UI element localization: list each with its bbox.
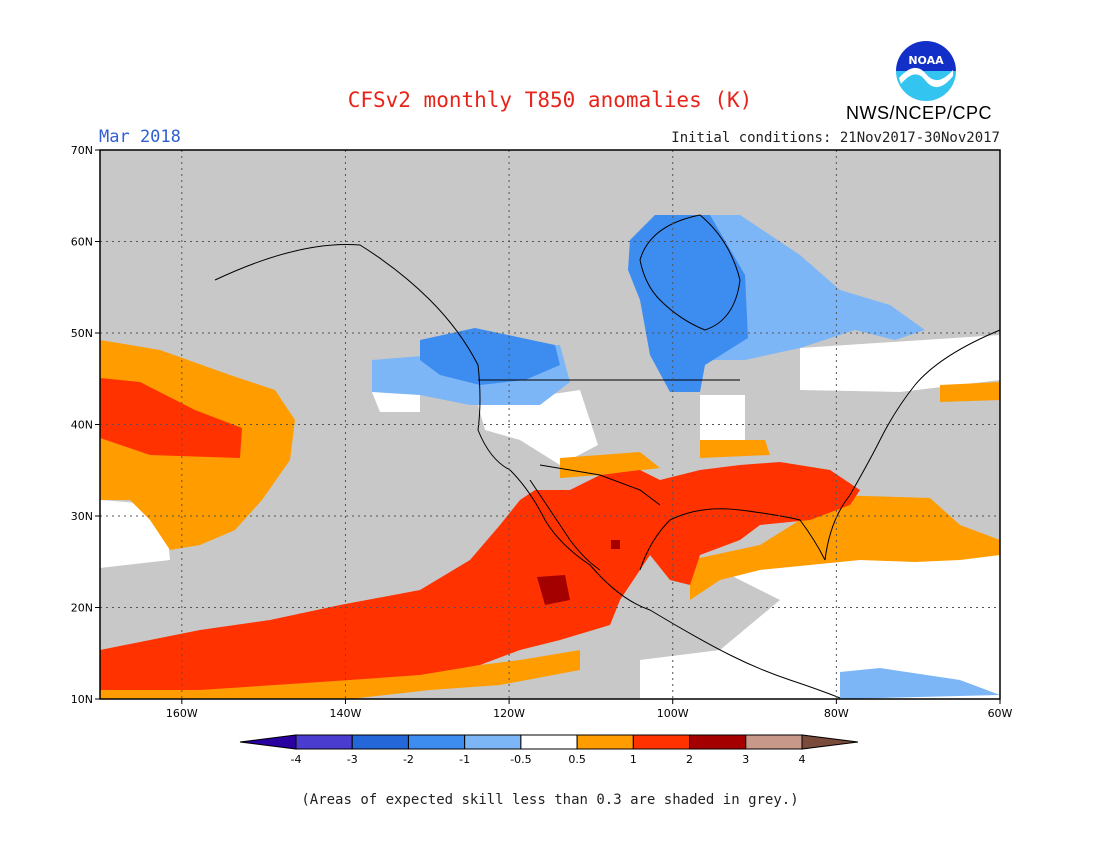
- orange-pacific-band: [100, 650, 580, 699]
- map-frame: [99, 149, 1001, 700]
- white-pacific-w: [100, 500, 170, 568]
- colorbar-swatch: [689, 734, 747, 750]
- colorbar-swatch: [464, 734, 522, 750]
- white-rockies: [478, 390, 598, 465]
- lat-label: 10N: [71, 693, 93, 706]
- white-caribbean: [640, 550, 1000, 699]
- coast-central-america: [729, 654, 841, 699]
- white-midwest: [700, 395, 745, 440]
- blue-nw-core: [420, 328, 560, 385]
- orange-east-tip: [940, 382, 1000, 402]
- colorbar-label: 2: [686, 753, 693, 766]
- blue-hudson: [628, 215, 748, 392]
- colorbar-label: -3: [347, 753, 358, 766]
- darkred-spot: [611, 540, 620, 549]
- colorbar-swatch: [351, 734, 409, 750]
- initial-conditions: Initial conditions: 21Nov2017-30Nov2017: [671, 130, 1000, 146]
- white-se-coast: [800, 335, 1000, 392]
- colorbar-low-arrow: [239, 734, 297, 750]
- coastlines: [214, 214, 1001, 699]
- orange-atlantic: [690, 495, 1000, 600]
- lat-label: 40N: [71, 419, 93, 432]
- orange-pacific-center: [100, 340, 295, 550]
- lat-label: 30N: [71, 510, 93, 523]
- orange-mid-south: [700, 440, 770, 458]
- lat-label: 70N: [71, 144, 93, 157]
- lat-lon-grid: [95, 149, 1001, 704]
- darkred-mexico: [537, 575, 570, 605]
- colorbar: -4 -3 -2 -1 -0.5 0.5 1 2 3 4: [239, 734, 859, 766]
- colorbar-label: 1: [630, 753, 637, 766]
- coast-baja: [529, 479, 601, 571]
- colorbar-swatch: [576, 734, 634, 750]
- svg-text:NOAA: NOAA: [908, 54, 944, 67]
- colorbar-swatch: [295, 734, 353, 750]
- colorbar-swatch: [745, 734, 803, 750]
- colorbar-label: -0.5: [510, 753, 531, 766]
- red-pacific-center: [100, 378, 242, 458]
- colorbar-swatch: [632, 734, 691, 750]
- lon-label: 140W: [330, 707, 362, 720]
- skill-footnote: (Areas of expected skill less than 0.3 a…: [301, 792, 799, 808]
- coast-pacific-na: [214, 243, 731, 656]
- lat-labels: 70N 60N 50N 40N 30N 20N 10N: [71, 144, 93, 706]
- border-us-mexico: [539, 464, 661, 506]
- coast-hudson: [639, 214, 741, 331]
- agency-label: NWS/NCEP/CPC: [846, 103, 993, 123]
- coast-atlantic: [824, 329, 1001, 561]
- lat-label: 20N: [71, 602, 93, 615]
- colorbar-swatch: [407, 734, 466, 750]
- colorbar-label: 3: [742, 753, 749, 766]
- lon-label: 80W: [824, 707, 849, 720]
- forecast-month: Mar 2018: [99, 127, 181, 147]
- lon-label: 100W: [657, 707, 689, 720]
- lightblue-nw: [372, 345, 570, 405]
- colorbar-swatch: [520, 734, 578, 750]
- orange-southwest: [560, 452, 660, 478]
- lon-label: 120W: [493, 707, 525, 720]
- colorbar-high-arrow: [801, 734, 859, 750]
- lightblue-canada: [700, 215, 925, 360]
- lon-label: 60W: [988, 707, 1013, 720]
- lat-label: 50N: [71, 327, 93, 340]
- coast-gulf: [639, 508, 826, 571]
- white-west-nw: [372, 390, 420, 412]
- red-subtropical-band: [100, 462, 860, 690]
- anomaly-fields: [100, 150, 1000, 699]
- colorbar-label: -4: [291, 753, 302, 766]
- colorbar-label: 4: [799, 753, 806, 766]
- lon-label: 160W: [166, 707, 198, 720]
- lon-labels: 160W 140W 120W 100W 80W 60W: [166, 707, 1013, 720]
- colorbar-label: -2: [403, 753, 414, 766]
- colorbar-label: -1: [459, 753, 470, 766]
- map-title: CFSv2 monthly T850 anomalies (K): [347, 88, 753, 112]
- colorbar-label: 0.5: [568, 753, 586, 766]
- lat-label: 60N: [71, 236, 93, 249]
- lightblue-caribbean: [840, 668, 1000, 699]
- noaa-logo-icon: NOAA: [896, 41, 956, 101]
- skill-mask: [100, 150, 1000, 699]
